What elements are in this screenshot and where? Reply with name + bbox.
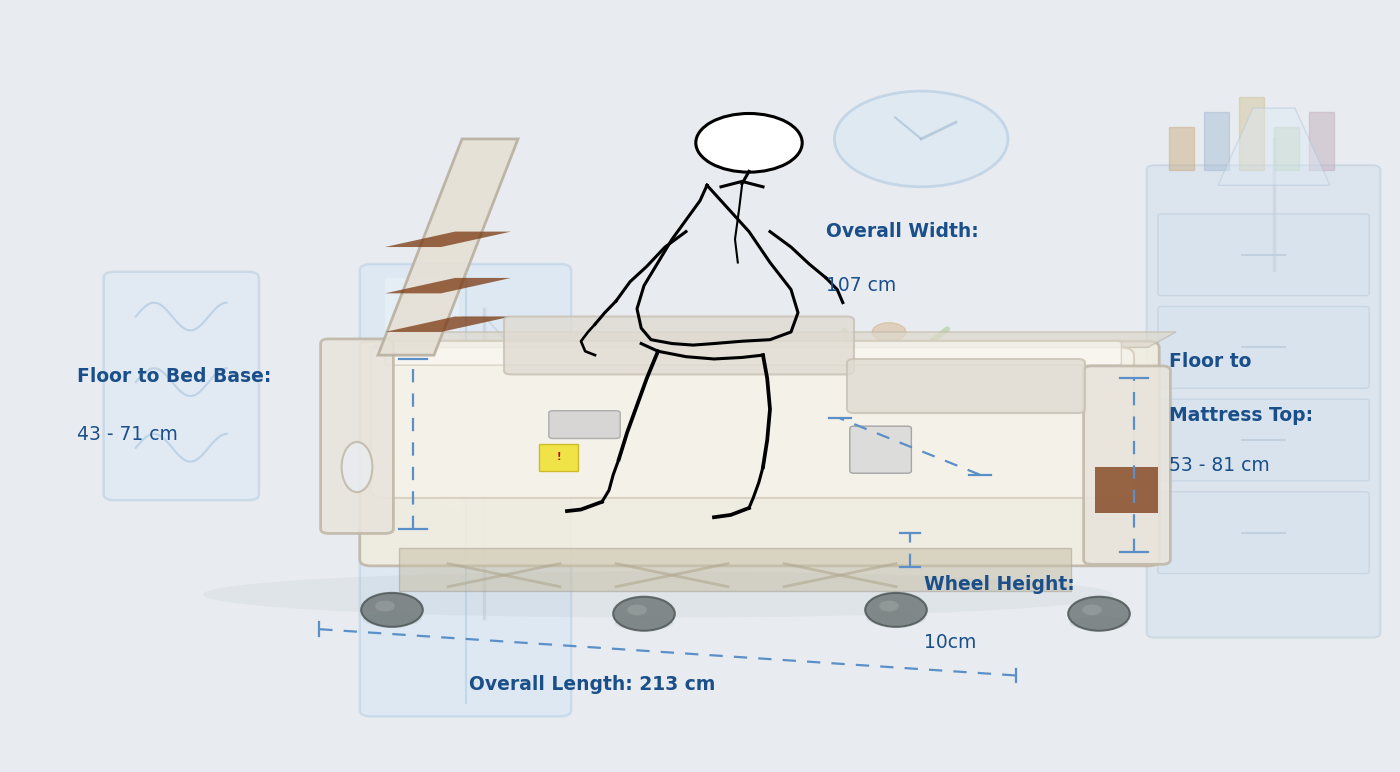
FancyBboxPatch shape: [385, 341, 1121, 365]
Text: Floor to Bed Base:: Floor to Bed Base:: [77, 367, 272, 386]
Circle shape: [375, 601, 395, 611]
Bar: [1274, 127, 1299, 170]
FancyBboxPatch shape: [321, 339, 393, 533]
Ellipse shape: [1070, 616, 1128, 630]
FancyBboxPatch shape: [504, 317, 854, 374]
Polygon shape: [1218, 108, 1330, 185]
Text: 43 - 71 cm: 43 - 71 cm: [77, 425, 178, 444]
Bar: [1204, 112, 1229, 170]
Text: !: !: [556, 452, 561, 462]
Polygon shape: [385, 232, 511, 247]
Polygon shape: [385, 317, 511, 332]
Circle shape: [865, 593, 927, 627]
FancyBboxPatch shape: [104, 272, 259, 500]
Circle shape: [627, 604, 647, 615]
Bar: [399, 548, 1071, 591]
Text: Wheel Height:: Wheel Height:: [924, 575, 1075, 594]
Text: 53 - 81 cm: 53 - 81 cm: [1169, 455, 1270, 475]
Circle shape: [361, 593, 423, 627]
Text: Overall Length: 213 cm: Overall Length: 213 cm: [469, 676, 715, 695]
Polygon shape: [385, 278, 459, 513]
Text: 107 cm: 107 cm: [826, 276, 896, 295]
Circle shape: [613, 597, 675, 631]
Bar: [1309, 112, 1334, 170]
Polygon shape: [378, 139, 518, 355]
Circle shape: [1068, 597, 1130, 631]
FancyBboxPatch shape: [1147, 165, 1380, 638]
FancyBboxPatch shape: [1158, 214, 1369, 296]
Bar: [539, 444, 578, 471]
Bar: [1095, 467, 1158, 513]
Text: Mattress Top:: Mattress Top:: [1169, 405, 1313, 425]
FancyBboxPatch shape: [1158, 492, 1369, 574]
Bar: [1239, 96, 1264, 170]
Ellipse shape: [203, 571, 1113, 618]
Circle shape: [879, 601, 899, 611]
Polygon shape: [371, 332, 1176, 347]
Circle shape: [696, 113, 802, 172]
Circle shape: [872, 323, 906, 341]
FancyBboxPatch shape: [371, 347, 1134, 498]
Ellipse shape: [867, 612, 925, 626]
FancyBboxPatch shape: [1158, 399, 1369, 481]
Circle shape: [834, 91, 1008, 187]
Circle shape: [1082, 604, 1102, 615]
Ellipse shape: [615, 616, 673, 630]
FancyBboxPatch shape: [360, 264, 571, 716]
Ellipse shape: [342, 442, 372, 493]
Polygon shape: [385, 278, 511, 293]
Text: 10cm: 10cm: [924, 633, 976, 652]
FancyBboxPatch shape: [1084, 366, 1170, 564]
Ellipse shape: [363, 612, 421, 626]
FancyBboxPatch shape: [1158, 306, 1369, 388]
Bar: [1169, 127, 1194, 170]
FancyBboxPatch shape: [850, 426, 911, 473]
FancyBboxPatch shape: [549, 411, 620, 438]
FancyBboxPatch shape: [847, 359, 1085, 413]
Text: Overall Width:: Overall Width:: [826, 222, 979, 241]
Text: Floor to: Floor to: [1169, 351, 1252, 371]
FancyBboxPatch shape: [360, 341, 1159, 566]
